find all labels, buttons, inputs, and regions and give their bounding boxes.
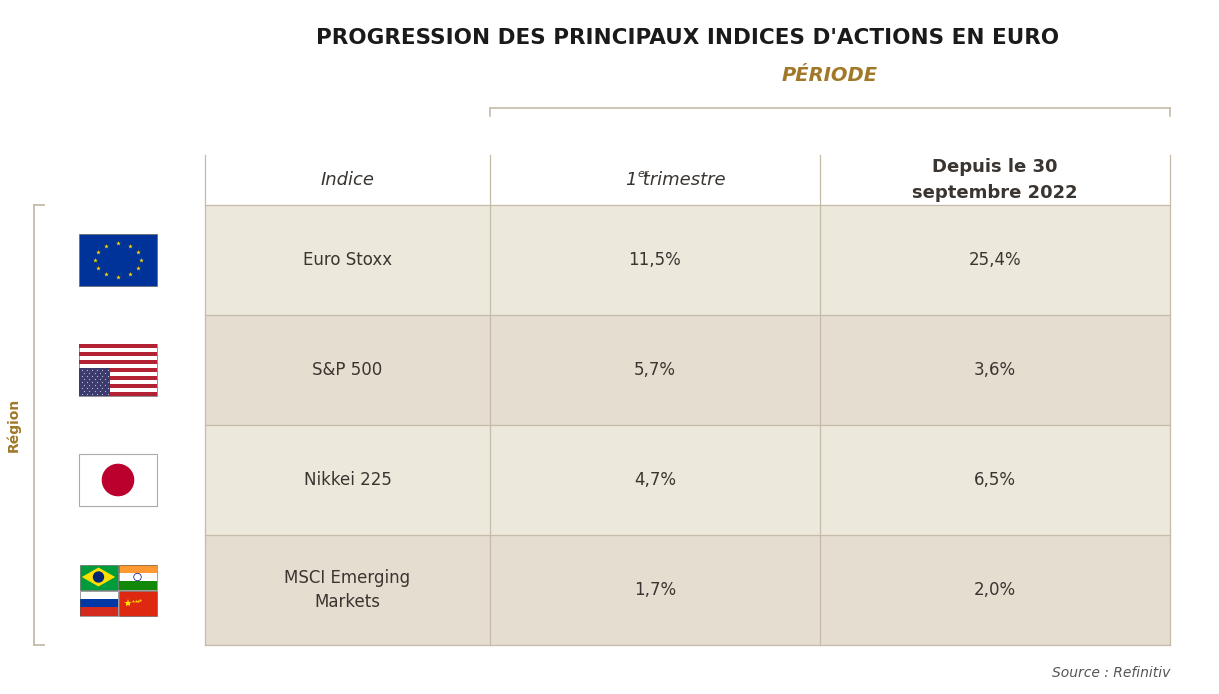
- Text: Source : Refinitiv: Source : Refinitiv: [1052, 666, 1170, 680]
- Bar: [79, 454, 157, 506]
- Bar: [79, 599, 117, 607]
- Bar: [79, 368, 157, 372]
- Text: 11,5%: 11,5%: [629, 251, 681, 269]
- Text: 2,0%: 2,0%: [974, 581, 1017, 599]
- Circle shape: [94, 572, 104, 582]
- Text: er: er: [638, 169, 649, 179]
- Bar: [79, 591, 117, 616]
- Bar: [79, 376, 157, 380]
- Circle shape: [102, 464, 134, 496]
- Bar: [118, 564, 156, 589]
- Bar: [205, 535, 1170, 645]
- Text: Nikkei 225: Nikkei 225: [304, 471, 391, 489]
- Text: 6,5%: 6,5%: [974, 471, 1015, 489]
- Bar: [205, 425, 1170, 535]
- Bar: [79, 344, 157, 348]
- Bar: [118, 564, 156, 573]
- Text: Région: Région: [7, 398, 21, 452]
- Bar: [79, 234, 157, 286]
- Bar: [79, 352, 157, 356]
- Text: S&P 500: S&P 500: [312, 361, 383, 379]
- Text: PÉRIODE: PÉRIODE: [781, 65, 878, 85]
- Bar: [79, 360, 157, 364]
- Bar: [79, 392, 157, 396]
- Text: 5,7%: 5,7%: [634, 361, 677, 379]
- Bar: [205, 315, 1170, 425]
- Bar: [118, 581, 156, 589]
- Text: 3,6%: 3,6%: [974, 361, 1017, 379]
- Bar: [79, 368, 110, 396]
- Text: Euro Stoxx: Euro Stoxx: [304, 251, 393, 269]
- Bar: [79, 607, 117, 616]
- Bar: [79, 591, 117, 599]
- Text: PROGRESSION DES PRINCIPAUX INDICES D'ACTIONS EN EURO: PROGRESSION DES PRINCIPAUX INDICES D'ACT…: [316, 28, 1059, 48]
- Text: 1,7%: 1,7%: [634, 581, 677, 599]
- Text: Indice: Indice: [321, 171, 374, 189]
- Bar: [118, 591, 156, 616]
- Bar: [79, 384, 157, 388]
- Text: 25,4%: 25,4%: [969, 251, 1022, 269]
- Bar: [118, 573, 156, 581]
- Bar: [205, 205, 1170, 315]
- Text: 1: 1: [625, 171, 638, 189]
- Bar: [79, 564, 117, 589]
- Text: Depuis le 30
septembre 2022: Depuis le 30 septembre 2022: [912, 158, 1078, 202]
- Polygon shape: [82, 568, 116, 586]
- Text: trimestre: trimestre: [638, 171, 725, 189]
- Text: MSCI Emerging
Markets: MSCI Emerging Markets: [284, 569, 411, 611]
- Text: 4,7%: 4,7%: [634, 471, 677, 489]
- Bar: [79, 344, 157, 396]
